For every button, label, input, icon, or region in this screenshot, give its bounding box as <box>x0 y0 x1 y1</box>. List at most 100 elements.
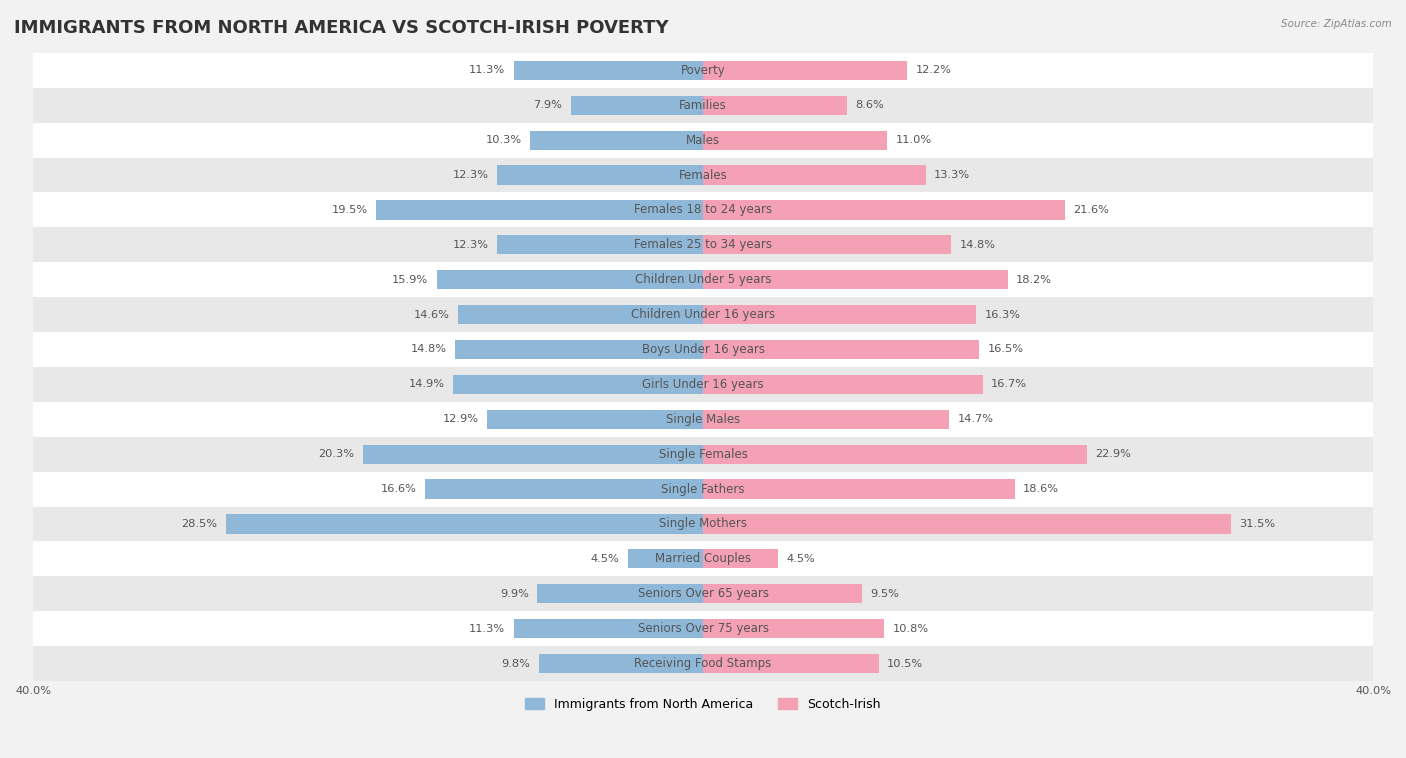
Text: 11.3%: 11.3% <box>470 624 505 634</box>
Bar <box>703 619 884 638</box>
Text: 12.9%: 12.9% <box>443 415 478 424</box>
Text: IMMIGRANTS FROM NORTH AMERICA VS SCOTCH-IRISH POVERTY: IMMIGRANTS FROM NORTH AMERICA VS SCOTCH-… <box>14 19 669 37</box>
Bar <box>486 409 703 429</box>
Text: 15.9%: 15.9% <box>392 274 429 285</box>
Text: Females 25 to 34 years: Females 25 to 34 years <box>634 238 772 252</box>
Text: 16.6%: 16.6% <box>381 484 416 494</box>
Text: 16.5%: 16.5% <box>988 344 1024 355</box>
Bar <box>703 480 1015 499</box>
Text: 8.6%: 8.6% <box>855 100 884 110</box>
Bar <box>32 262 1374 297</box>
Text: 31.5%: 31.5% <box>1239 519 1275 529</box>
Bar <box>513 61 703 80</box>
Text: Children Under 5 years: Children Under 5 years <box>634 273 772 287</box>
Bar <box>437 270 703 290</box>
Text: 4.5%: 4.5% <box>787 554 815 564</box>
Text: Children Under 16 years: Children Under 16 years <box>631 308 775 321</box>
Text: 19.5%: 19.5% <box>332 205 368 215</box>
Text: Source: ZipAtlas.com: Source: ZipAtlas.com <box>1281 19 1392 29</box>
Text: 20.3%: 20.3% <box>319 449 354 459</box>
Bar <box>703 515 1230 534</box>
Text: 21.6%: 21.6% <box>1073 205 1109 215</box>
Text: 9.8%: 9.8% <box>502 659 530 669</box>
Bar <box>32 471 1374 506</box>
Text: 28.5%: 28.5% <box>181 519 218 529</box>
Text: Single Males: Single Males <box>666 413 740 426</box>
Bar <box>703 409 949 429</box>
Bar <box>32 402 1374 437</box>
Bar <box>32 88 1374 123</box>
Text: Single Females: Single Females <box>658 448 748 461</box>
Text: 9.9%: 9.9% <box>501 589 529 599</box>
Bar <box>32 227 1374 262</box>
Bar <box>703 165 925 185</box>
Text: Seniors Over 65 years: Seniors Over 65 years <box>637 587 769 600</box>
Bar <box>32 332 1374 367</box>
Text: 14.7%: 14.7% <box>957 415 994 424</box>
Bar <box>538 654 703 673</box>
Bar <box>32 541 1374 576</box>
Text: Seniors Over 75 years: Seniors Over 75 years <box>637 622 769 635</box>
Bar <box>32 193 1374 227</box>
Bar <box>571 96 703 114</box>
Text: 11.3%: 11.3% <box>470 65 505 75</box>
Text: Single Fathers: Single Fathers <box>661 483 745 496</box>
Bar <box>32 506 1374 541</box>
Bar <box>32 611 1374 646</box>
Bar <box>703 374 983 394</box>
Text: 18.2%: 18.2% <box>1017 274 1052 285</box>
Text: 14.8%: 14.8% <box>959 240 995 250</box>
Bar <box>32 53 1374 88</box>
Text: Married Couples: Married Couples <box>655 553 751 565</box>
Text: Females: Females <box>679 168 727 181</box>
Bar <box>456 340 703 359</box>
Bar <box>496 235 703 255</box>
Text: 11.0%: 11.0% <box>896 135 932 145</box>
Bar <box>363 445 703 464</box>
Text: 10.8%: 10.8% <box>893 624 928 634</box>
Bar <box>32 576 1374 611</box>
Bar <box>32 646 1374 681</box>
Bar <box>425 480 703 499</box>
Text: Girls Under 16 years: Girls Under 16 years <box>643 378 763 391</box>
Bar <box>32 367 1374 402</box>
Text: 18.6%: 18.6% <box>1024 484 1059 494</box>
Bar <box>32 158 1374 193</box>
Text: 12.3%: 12.3% <box>453 170 489 180</box>
Bar <box>458 305 703 324</box>
Text: Single Mothers: Single Mothers <box>659 518 747 531</box>
Bar <box>703 584 862 603</box>
Text: 14.9%: 14.9% <box>409 380 446 390</box>
Text: Boys Under 16 years: Boys Under 16 years <box>641 343 765 356</box>
Bar <box>703 654 879 673</box>
Text: Males: Males <box>686 133 720 146</box>
Text: 16.3%: 16.3% <box>984 309 1021 320</box>
Bar <box>32 437 1374 471</box>
Bar <box>496 165 703 185</box>
Bar <box>703 340 980 359</box>
Text: 13.3%: 13.3% <box>934 170 970 180</box>
Legend: Immigrants from North America, Scotch-Irish: Immigrants from North America, Scotch-Ir… <box>520 693 886 716</box>
Text: 7.9%: 7.9% <box>533 100 562 110</box>
Bar <box>513 619 703 638</box>
Text: 10.3%: 10.3% <box>486 135 522 145</box>
Bar <box>530 130 703 150</box>
Text: Poverty: Poverty <box>681 64 725 77</box>
Bar <box>703 270 1008 290</box>
Text: Receiving Food Stamps: Receiving Food Stamps <box>634 657 772 670</box>
Bar <box>703 200 1064 220</box>
Bar <box>537 584 703 603</box>
Bar <box>703 235 950 255</box>
Text: 22.9%: 22.9% <box>1095 449 1130 459</box>
Text: 14.8%: 14.8% <box>411 344 447 355</box>
Text: 9.5%: 9.5% <box>870 589 900 599</box>
Bar <box>453 374 703 394</box>
Text: Females 18 to 24 years: Females 18 to 24 years <box>634 203 772 217</box>
Text: Families: Families <box>679 99 727 111</box>
Text: 12.3%: 12.3% <box>453 240 489 250</box>
Bar <box>703 305 976 324</box>
Bar <box>703 550 779 568</box>
Bar <box>703 445 1087 464</box>
Bar <box>703 130 887 150</box>
Bar <box>703 61 907 80</box>
